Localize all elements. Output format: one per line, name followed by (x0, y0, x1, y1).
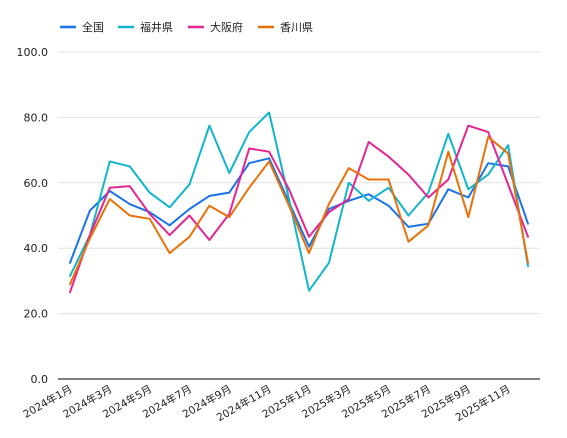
series-line-1 (69, 111, 529, 292)
gridlines (58, 51, 540, 315)
legend-label: 全国 (82, 20, 104, 34)
y-tick-label: 20.0 (24, 308, 49, 321)
y-tick-label: 100.0 (17, 46, 49, 59)
y-tick-label: 80.0 (24, 111, 49, 124)
y-tick-label: 40.0 (24, 242, 49, 255)
legend-label: 大阪府 (210, 20, 243, 34)
series-lines (69, 111, 529, 294)
series-line-2 (69, 124, 529, 294)
y-tick-label: 60.0 (24, 177, 49, 190)
legend: 全国 福井県 大阪府 香川県 (60, 20, 313, 34)
legend-label: 福井県 (140, 20, 173, 34)
legend-label: 香川県 (280, 21, 313, 34)
y-tick-label: 0.0 (31, 373, 49, 386)
series-line-3 (69, 136, 529, 286)
